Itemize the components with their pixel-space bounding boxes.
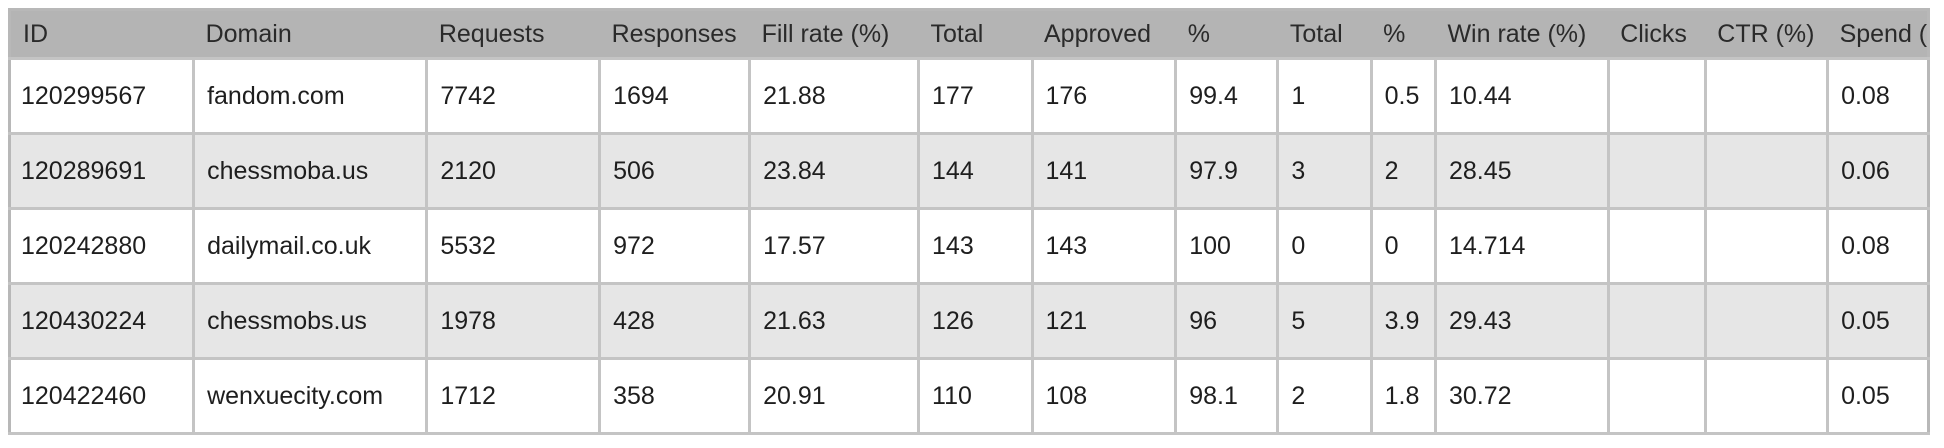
column-header-ctr[interactable]: CTR (%) (1705, 9, 1828, 59)
cell-responses: 506 (598, 132, 752, 210)
cell-requests: 7742 (425, 57, 602, 135)
cell-percent-2: 0.5 (1369, 57, 1437, 135)
cell-ctr (1703, 57, 1830, 135)
cell-requests: 5532 (425, 207, 602, 285)
cell-approved: 121 (1030, 282, 1178, 360)
cell-spend: 0.08 (1826, 57, 1929, 135)
cell-total-2: 3 (1276, 132, 1373, 210)
cell-spend: 0.05 (1826, 282, 1929, 360)
cell-responses: 972 (598, 207, 752, 285)
column-header-approved[interactable]: Approved (1032, 9, 1176, 59)
cell-fill-rate: 17.57 (748, 207, 921, 285)
table-row[interactable]: 120299567 fandom.com 7742 1694 21.88 177… (9, 57, 1929, 135)
cell-domain: wenxuecity.com (192, 357, 429, 435)
cell-id: 120299567 (9, 57, 196, 135)
cell-win-rate: 14.714 (1433, 207, 1610, 285)
cell-fill-rate: 20.91 (748, 357, 921, 435)
cell-responses: 428 (598, 282, 752, 360)
cell-id: 120430224 (9, 282, 196, 360)
cell-responses: 358 (598, 357, 752, 435)
cell-total: 177 (917, 57, 1034, 135)
cell-fill-rate: 23.84 (748, 132, 921, 210)
column-header-clicks[interactable]: Clicks (1608, 9, 1706, 59)
cell-domain: fandom.com (192, 57, 429, 135)
cell-total: 144 (917, 132, 1034, 210)
column-header-requests[interactable]: Requests (426, 9, 600, 59)
table-row[interactable]: 120242880 dailymail.co.uk 5532 972 17.57… (9, 207, 1929, 285)
domain-stats-table: ID Domain Requests Responses Fill rate (… (8, 8, 1930, 435)
cell-domain: dailymail.co.uk (192, 207, 429, 285)
cell-fill-rate: 21.63 (748, 282, 921, 360)
cell-percent-2: 1.8 (1369, 357, 1437, 435)
header-row: ID Domain Requests Responses Fill rate (… (9, 9, 1929, 59)
cell-clicks (1606, 132, 1707, 210)
cell-approved: 141 (1030, 132, 1178, 210)
cell-approved-percent: 97.9 (1174, 132, 1280, 210)
cell-ctr (1703, 207, 1830, 285)
cell-requests: 2120 (425, 132, 602, 210)
cell-win-rate: 29.43 (1433, 282, 1610, 360)
column-header-approved-percent[interactable]: % (1175, 9, 1278, 59)
column-header-total-2[interactable]: Total (1277, 9, 1372, 59)
cell-percent-2: 3.9 (1369, 282, 1437, 360)
cell-total: 110 (917, 357, 1034, 435)
cell-approved-percent: 100 (1174, 207, 1280, 285)
cell-approved: 176 (1030, 57, 1178, 135)
cell-ctr (1703, 132, 1830, 210)
cell-id: 120289691 (9, 132, 196, 210)
table-row[interactable]: 120289691 chessmoba.us 2120 506 23.84 14… (9, 132, 1929, 210)
cell-fill-rate: 21.88 (748, 57, 921, 135)
cell-approved-percent: 96 (1174, 282, 1280, 360)
cell-win-rate: 10.44 (1433, 57, 1610, 135)
cell-clicks (1606, 282, 1707, 360)
column-header-win-rate[interactable]: Win rate (%) (1435, 9, 1609, 59)
table-row[interactable]: 120430224 chessmobs.us 1978 428 21.63 12… (9, 282, 1929, 360)
cell-total: 143 (917, 207, 1034, 285)
cell-approved: 143 (1030, 207, 1178, 285)
column-header-fill-rate[interactable]: Fill rate (%) (749, 9, 919, 59)
cell-domain: chessmobs.us (192, 282, 429, 360)
cell-ctr (1703, 357, 1830, 435)
cell-total-2: 0 (1276, 207, 1373, 285)
cell-win-rate: 30.72 (1433, 357, 1610, 435)
table-header: ID Domain Requests Responses Fill rate (… (9, 9, 1929, 59)
cell-approved-percent: 99.4 (1174, 57, 1280, 135)
cell-spend: 0.06 (1826, 132, 1929, 210)
cell-domain: chessmoba.us (192, 132, 429, 210)
column-header-percent-2[interactable]: % (1371, 9, 1436, 59)
cell-total-2: 2 (1276, 357, 1373, 435)
cell-clicks (1606, 207, 1707, 285)
column-header-domain[interactable]: Domain (193, 9, 427, 59)
cell-id: 120422460 (9, 357, 196, 435)
cell-approved: 108 (1030, 357, 1178, 435)
cell-total-2: 1 (1276, 57, 1373, 135)
column-header-responses[interactable]: Responses (599, 9, 750, 59)
cell-percent-2: 2 (1369, 132, 1437, 210)
cell-total-2: 5 (1276, 282, 1373, 360)
cell-responses: 1694 (598, 57, 752, 135)
cell-win-rate: 28.45 (1433, 132, 1610, 210)
cell-requests: 1712 (425, 357, 602, 435)
cell-spend: 0.05 (1826, 357, 1929, 435)
cell-percent-2: 0 (1369, 207, 1437, 285)
cell-requests: 1978 (425, 282, 602, 360)
cell-approved-percent: 98.1 (1174, 357, 1280, 435)
column-header-spend[interactable]: Spend ($) (1827, 9, 1929, 59)
cell-spend: 0.08 (1826, 207, 1929, 285)
column-header-total[interactable]: Total (918, 9, 1032, 59)
table-body: 120299567 fandom.com 7742 1694 21.88 177… (9, 57, 1929, 435)
table-row[interactable]: 120422460 wenxuecity.com 1712 358 20.91 … (9, 357, 1929, 435)
table-container: ID Domain Requests Responses Fill rate (… (8, 8, 1930, 435)
cell-ctr (1703, 282, 1830, 360)
cell-clicks (1606, 357, 1707, 435)
cell-total: 126 (917, 282, 1034, 360)
cell-id: 120242880 (9, 207, 196, 285)
column-header-id[interactable]: ID (9, 9, 194, 59)
cell-clicks (1606, 57, 1707, 135)
